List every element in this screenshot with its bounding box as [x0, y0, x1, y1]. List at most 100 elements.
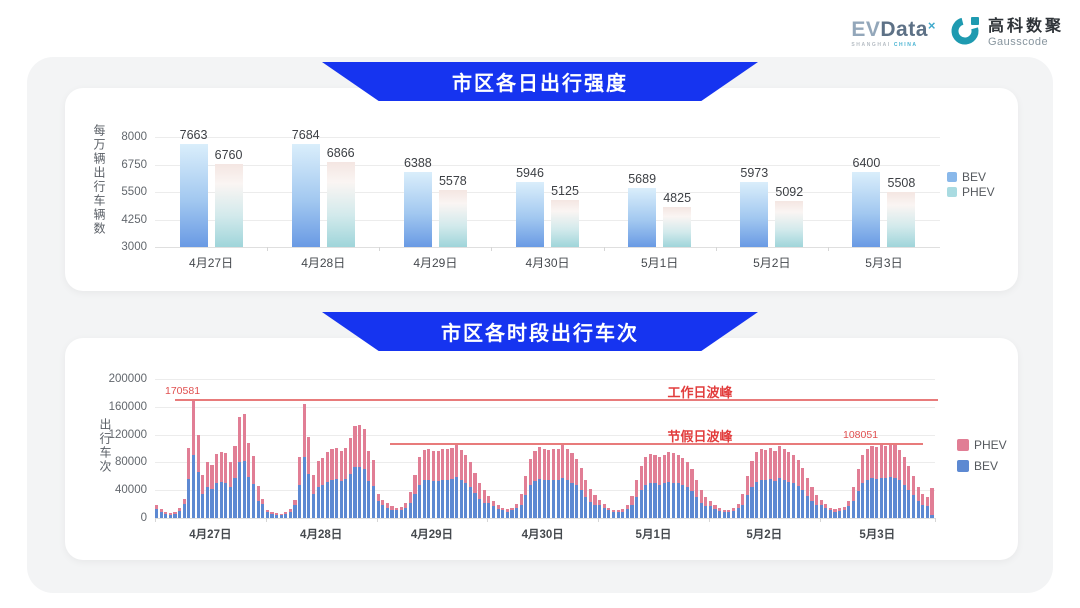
bev-value-label: 6388	[403, 156, 432, 171]
phev-bar	[663, 206, 692, 247]
stacked-bar-phev	[879, 445, 883, 478]
stacked-bar-phev	[413, 474, 417, 495]
header-logos: EVData× SHANGHAI CHINA 高科数聚 Gausscode	[851, 14, 1064, 51]
stacked-bar-bev	[159, 511, 163, 518]
stacked-bar-phev	[404, 502, 408, 508]
stacked-bar-phev	[930, 488, 934, 515]
legend-item-phev[interactable]: PHEV	[957, 438, 1007, 452]
stacked-bar-phev	[353, 425, 357, 468]
stacked-bar-bev	[316, 486, 320, 518]
stacked-bar-bev	[473, 492, 477, 518]
stacked-bar-bev	[284, 513, 288, 518]
stacked-bar-phev	[907, 465, 911, 490]
stacked-bar-bev	[658, 484, 662, 518]
stacked-bar-phev	[727, 509, 731, 513]
stacked-bar-bev	[921, 504, 925, 518]
holiday-peak-value: 108051	[843, 428, 879, 441]
stacked-bar-phev	[418, 456, 422, 485]
stacked-bar-bev	[339, 481, 343, 518]
stacked-bar-phev	[547, 449, 551, 481]
stacked-bar-phev	[561, 445, 565, 478]
stacked-bar-bev	[178, 511, 182, 518]
stacked-bar-bev	[445, 480, 449, 518]
stacked-bar-phev	[159, 508, 163, 512]
stacked-bar-phev	[178, 508, 182, 512]
stacked-bar-phev	[773, 451, 777, 482]
axis-tick	[267, 247, 269, 251]
stacked-bar-phev	[718, 508, 722, 512]
stacked-bar-phev	[911, 476, 916, 496]
stacked-bar-bev	[542, 479, 546, 518]
stacked-bar-bev	[302, 456, 306, 518]
holiday-peak-line	[390, 442, 923, 445]
stacked-bar-phev	[155, 505, 159, 509]
stacked-bar-phev	[685, 462, 689, 488]
stacked-bar-bev	[676, 483, 680, 518]
stacked-bar-bev	[427, 479, 431, 518]
stacked-bar-phev	[270, 511, 274, 514]
stacked-bar-phev	[833, 508, 837, 512]
stacked-bar-bev	[907, 489, 911, 518]
stacked-bar-bev	[588, 502, 593, 518]
legend-item-bev[interactable]: BEV	[957, 459, 998, 473]
stacked-bar-bev	[408, 503, 413, 518]
axis-tick	[598, 518, 600, 522]
evdata-subtext: SHANGHAI CHINA	[851, 42, 917, 48]
stacked-bar-phev	[579, 467, 583, 491]
stacked-bar-bev	[616, 512, 620, 518]
stacked-bar-bev	[196, 472, 200, 518]
stacked-bar-bev	[773, 481, 777, 518]
stacked-bar-bev	[607, 510, 611, 518]
day-label: 4月28日	[300, 529, 343, 541]
stacked-bar-bev	[390, 509, 394, 518]
stacked-bar-bev	[256, 500, 260, 518]
stacked-bar-phev	[598, 499, 602, 506]
stacked-bar-phev	[215, 454, 219, 483]
stacked-bar-phev	[288, 508, 293, 512]
legend-item-bev[interactable]: BEV	[947, 170, 986, 184]
stacked-bar-phev	[551, 449, 556, 481]
stacked-bar-phev	[602, 504, 606, 509]
stacked-bar-bev	[681, 485, 685, 518]
stacked-bar-phev	[233, 445, 237, 479]
stacked-bar-phev	[764, 449, 768, 481]
phev-value-label: 5578	[438, 174, 467, 189]
stacked-bar-phev	[399, 506, 403, 511]
stacked-bar-bev	[635, 497, 639, 518]
stacked-bar-phev	[658, 456, 662, 485]
stacked-bar-bev	[685, 487, 689, 518]
stacked-bar-bev	[667, 481, 671, 518]
stacked-bar-phev	[731, 508, 736, 512]
phev-bar	[551, 200, 579, 247]
stacked-bar-phev	[713, 505, 717, 509]
grid-line	[155, 379, 935, 380]
stacked-bar-bev	[842, 510, 846, 518]
stacked-bar-phev	[662, 454, 666, 484]
stacked-bar-phev	[648, 454, 653, 483]
stacked-bar-bev	[261, 504, 265, 518]
stacked-bar-phev	[759, 448, 763, 480]
stacked-bar-phev	[487, 495, 491, 503]
day-label: 5月1日	[635, 529, 672, 541]
bev-value-label: 5973	[740, 165, 769, 180]
stacked-bar-bev	[307, 473, 311, 518]
phev-value-label: 4825	[663, 190, 692, 205]
stacked-bar-phev	[639, 465, 643, 490]
stacked-bar-bev	[916, 500, 920, 518]
stacked-bar-bev	[911, 495, 916, 518]
stacked-bar-bev	[708, 506, 713, 518]
stacked-bar-bev	[404, 507, 408, 518]
day-label: 4月27日	[189, 529, 232, 541]
stacked-bar-phev	[339, 450, 343, 482]
stacked-bar-bev	[478, 498, 482, 518]
stacked-bar-phev	[422, 449, 426, 481]
evdata-subtext-shanghai: SHANGHAI	[851, 42, 894, 48]
legend-item-phev[interactable]: PHEV	[947, 185, 995, 199]
stacked-bar-bev	[736, 508, 740, 518]
stacked-bar-bev	[155, 508, 159, 518]
axis-tick	[379, 247, 381, 251]
stacked-bar-phev	[311, 474, 316, 495]
stacked-bar-phev	[505, 508, 509, 512]
y-axis-title: 每万辆出行车辆数	[92, 124, 106, 236]
stacked-bar-bev	[201, 494, 205, 518]
